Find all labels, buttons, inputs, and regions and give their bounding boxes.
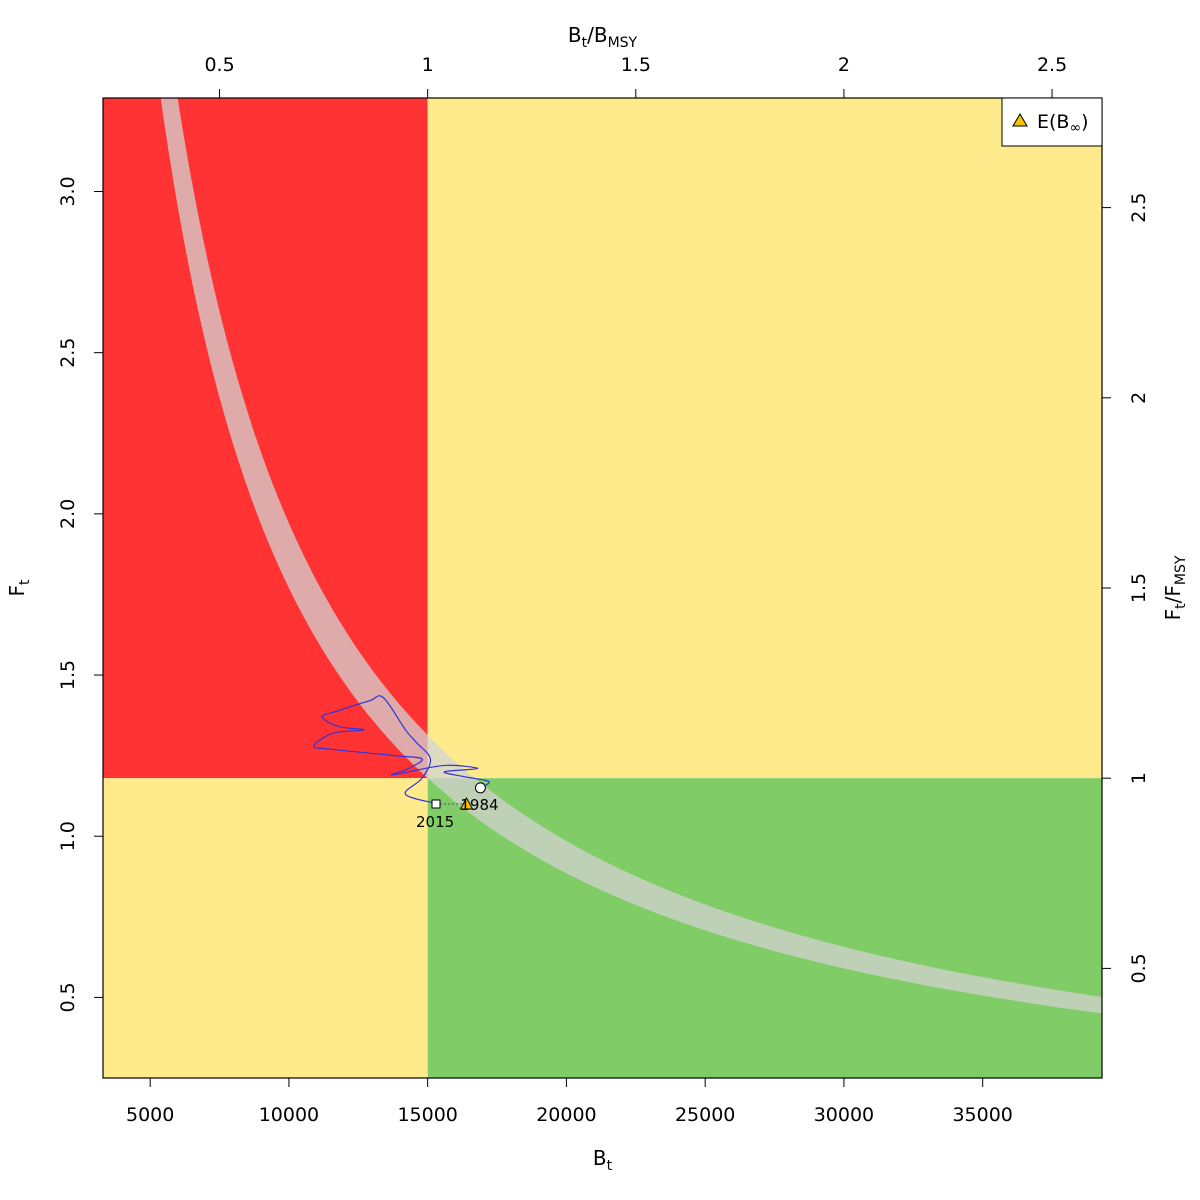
y-tick-label: 0.5 — [57, 982, 79, 1012]
legend-triangle-icon — [1012, 113, 1028, 127]
y-tick-label: 2.0 — [57, 499, 79, 529]
top-tick-label: 1 — [422, 54, 434, 76]
x-tick-label: 15000 — [397, 1104, 457, 1126]
top-tick-label: 2.5 — [1037, 54, 1067, 76]
axes: 1984 2015 5000 10000 15000 20000 25000 30000 350… — [57, 54, 1150, 1126]
legend-label: E(B∞) — [1037, 111, 1089, 136]
legend: E(B∞) — [1001, 97, 1103, 147]
right-tick-label: 1 — [1128, 772, 1150, 784]
zone-overfished-overfishing — [103, 98, 428, 779]
trajectory-start-marker — [474, 782, 486, 794]
year-label-start: 1984 — [460, 796, 498, 814]
zone-not-overfished-overfishing — [427, 98, 1102, 779]
x-axis-title: Bt — [593, 1146, 613, 1174]
right-tick-label: 0.5 — [1128, 953, 1150, 983]
top-tick-label: 0.5 — [204, 54, 234, 76]
y-tick-label: 2.5 — [57, 338, 79, 368]
y-axis-title: Ft — [5, 579, 33, 597]
y-tick-label: 1.0 — [57, 821, 79, 851]
expected-equilibrium-marker — [459, 796, 474, 810]
trajectory-end-marker — [431, 799, 441, 809]
top-axis-title: Bt/BMSY — [568, 23, 638, 51]
top-tick-label: 2 — [838, 54, 850, 76]
right-tick-label: 2.5 — [1128, 192, 1150, 222]
right-tick-label: 1.5 — [1128, 573, 1150, 603]
right-axis-title: Ft/FMSY — [1161, 555, 1189, 620]
x-tick-label: 20000 — [536, 1104, 596, 1126]
x-tick-label: 5000 — [126, 1104, 174, 1126]
right-tick-label: 2 — [1128, 392, 1150, 404]
axis-titles: Bt Ft Bt/BMSY Ft/FMSY — [5, 23, 1189, 1174]
y-tick-label: 1.5 — [57, 660, 79, 690]
year-label-end: 2015 — [416, 813, 454, 831]
status-zones — [103, 98, 1102, 1078]
x-tick-label: 30000 — [814, 1104, 874, 1126]
x-tick-label: 35000 — [952, 1104, 1012, 1126]
trajectory-line — [313, 695, 490, 805]
x-tick-label: 10000 — [259, 1104, 319, 1126]
y-tick-label: 3.0 — [57, 176, 79, 206]
x-tick-label: 25000 — [675, 1104, 735, 1126]
trajectory — [313, 695, 490, 810]
top-tick-label: 1.5 — [621, 54, 651, 76]
zone-overfished-no-overfishing — [103, 778, 428, 1078]
